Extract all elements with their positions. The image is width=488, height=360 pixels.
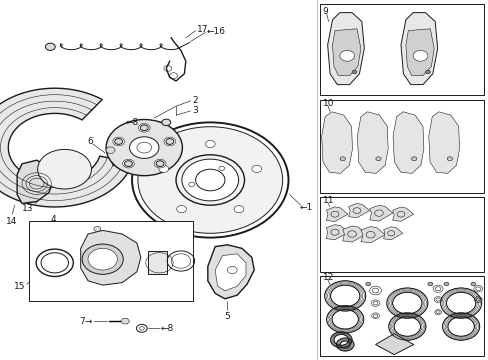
Circle shape <box>162 119 170 126</box>
Polygon shape <box>342 226 366 242</box>
Text: 10: 10 <box>322 99 334 108</box>
Text: 2: 2 <box>192 96 198 105</box>
Polygon shape <box>428 112 459 174</box>
Circle shape <box>156 161 163 166</box>
Polygon shape <box>392 207 413 221</box>
Bar <box>29 221 193 301</box>
Polygon shape <box>321 112 352 174</box>
Bar <box>320 100 483 193</box>
Text: 14: 14 <box>5 217 17 226</box>
Circle shape <box>251 165 261 172</box>
Text: 6: 6 <box>87 137 93 146</box>
Bar <box>320 276 483 356</box>
Circle shape <box>412 50 427 61</box>
Circle shape <box>124 161 132 166</box>
Circle shape <box>176 206 186 213</box>
Polygon shape <box>400 13 437 85</box>
Polygon shape <box>392 112 423 174</box>
Polygon shape <box>121 318 129 324</box>
Polygon shape <box>405 29 433 76</box>
Text: 9: 9 <box>322 7 328 16</box>
Polygon shape <box>325 225 347 240</box>
Polygon shape <box>357 112 387 174</box>
Circle shape <box>115 139 122 144</box>
Polygon shape <box>369 205 392 221</box>
Text: 11: 11 <box>322 196 334 205</box>
Circle shape <box>38 149 91 189</box>
Polygon shape <box>360 226 385 243</box>
Circle shape <box>375 157 380 161</box>
Polygon shape <box>81 230 141 285</box>
Circle shape <box>138 127 282 233</box>
Circle shape <box>339 50 354 61</box>
Circle shape <box>443 282 448 286</box>
Circle shape <box>154 159 165 168</box>
Text: 7→: 7→ <box>80 317 93 325</box>
Circle shape <box>447 157 451 161</box>
Text: 3: 3 <box>192 106 198 115</box>
Circle shape <box>82 244 123 274</box>
Polygon shape <box>375 334 413 355</box>
Text: ←8: ←8 <box>161 324 174 333</box>
Text: 12: 12 <box>322 274 333 282</box>
Circle shape <box>234 206 244 213</box>
Polygon shape <box>348 203 369 218</box>
Text: 5: 5 <box>224 312 230 321</box>
Circle shape <box>159 165 168 172</box>
Circle shape <box>129 137 159 158</box>
Polygon shape <box>383 227 402 240</box>
Circle shape <box>113 137 124 146</box>
Circle shape <box>138 123 150 132</box>
Text: ←8: ←8 <box>125 118 139 127</box>
Circle shape <box>94 226 101 231</box>
Circle shape <box>182 159 238 201</box>
Circle shape <box>227 266 237 274</box>
Polygon shape <box>215 254 245 291</box>
Circle shape <box>106 120 182 176</box>
Circle shape <box>411 157 416 161</box>
Bar <box>320 197 483 272</box>
Circle shape <box>122 159 134 168</box>
Circle shape <box>427 282 432 286</box>
Circle shape <box>425 70 429 74</box>
Circle shape <box>205 140 215 148</box>
Circle shape <box>163 137 175 146</box>
Text: ←1: ←1 <box>299 203 312 212</box>
Text: ←16: ←16 <box>206 27 225 36</box>
Circle shape <box>470 282 475 286</box>
Circle shape <box>165 139 173 144</box>
Polygon shape <box>147 251 167 274</box>
Text: 17: 17 <box>196 25 208 34</box>
Text: 4: 4 <box>50 215 56 224</box>
Circle shape <box>351 70 356 74</box>
Text: 15: 15 <box>14 282 25 291</box>
Bar <box>320 4 483 95</box>
Circle shape <box>219 166 224 171</box>
Polygon shape <box>105 147 115 153</box>
Circle shape <box>88 248 117 270</box>
Circle shape <box>365 282 370 286</box>
Polygon shape <box>327 13 364 85</box>
Polygon shape <box>332 29 360 76</box>
Circle shape <box>188 182 194 186</box>
Circle shape <box>45 43 55 50</box>
Circle shape <box>195 169 224 191</box>
Text: 13: 13 <box>22 204 34 212</box>
Polygon shape <box>207 245 254 299</box>
Polygon shape <box>325 207 347 221</box>
Circle shape <box>340 157 345 161</box>
Circle shape <box>140 125 148 131</box>
Polygon shape <box>17 160 54 203</box>
Polygon shape <box>0 88 133 207</box>
